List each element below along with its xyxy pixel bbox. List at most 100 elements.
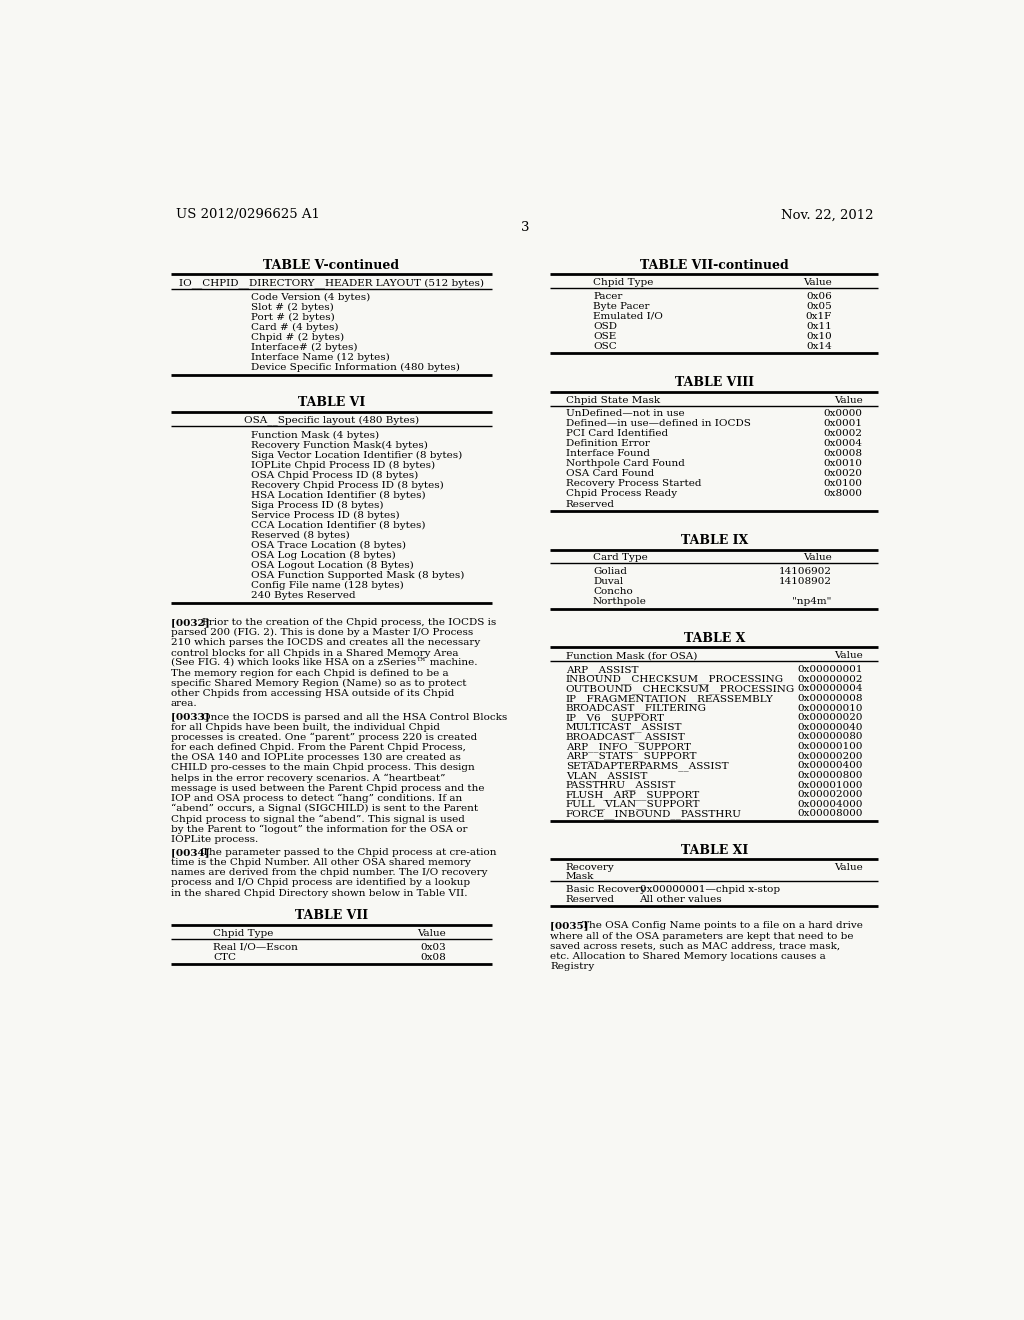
Text: Port # (2 bytes): Port # (2 bytes) (251, 313, 335, 322)
Text: 0x00000008: 0x00000008 (798, 694, 862, 704)
Text: [0034]: [0034] (171, 847, 220, 857)
Text: IOPLite process.: IOPLite process. (171, 834, 258, 843)
Text: ARP__STATS__SUPPORT: ARP__STATS__SUPPORT (566, 751, 696, 762)
Text: CCA Location Identifier (8 bytes): CCA Location Identifier (8 bytes) (251, 521, 426, 531)
Text: Northpole Card Found: Northpole Card Found (566, 459, 685, 469)
Text: etc. Allocation to Shared Memory locations causes a: etc. Allocation to Shared Memory locatio… (550, 952, 826, 961)
Text: 0x00000001—chpid x-stop: 0x00000001—chpid x-stop (640, 884, 779, 894)
Text: Value: Value (803, 277, 831, 286)
Text: area.: area. (171, 700, 198, 709)
Text: CTC: CTC (213, 953, 237, 961)
Text: OUTBOUND__CHECKSUM__PROCESSING: OUTBOUND__CHECKSUM__PROCESSING (566, 684, 795, 694)
Text: 0x05: 0x05 (806, 302, 831, 310)
Text: 0x00008000: 0x00008000 (798, 809, 862, 818)
Text: TABLE V-continued: TABLE V-continued (263, 259, 399, 272)
Text: 210 which parses the IOCDS and creates all the necessary: 210 which parses the IOCDS and creates a… (171, 639, 480, 647)
Text: 0x00000400: 0x00000400 (798, 762, 862, 771)
Text: the OSA 140 and IOPLite processes 130 are created as: the OSA 140 and IOPLite processes 130 ar… (171, 754, 461, 763)
Text: 14108902: 14108902 (778, 577, 831, 586)
Text: Duval: Duval (593, 577, 624, 586)
Text: Siga Process ID (8 bytes): Siga Process ID (8 bytes) (251, 502, 384, 510)
Text: Service Process ID (8 bytes): Service Process ID (8 bytes) (251, 511, 399, 520)
Text: Goliad: Goliad (593, 568, 627, 577)
Text: All other values: All other values (640, 895, 722, 903)
Text: Recovery Process Started: Recovery Process Started (566, 479, 701, 488)
Text: Config File name (128 bytes): Config File name (128 bytes) (251, 581, 403, 590)
Text: Device Specific Information (480 bytes): Device Specific Information (480 bytes) (251, 363, 460, 372)
Text: Slot # (2 bytes): Slot # (2 bytes) (251, 304, 334, 313)
Text: MULTICAST__ASSIST: MULTICAST__ASSIST (566, 723, 682, 733)
Text: TABLE VII-continued: TABLE VII-continued (640, 259, 788, 272)
Text: Recovery Chpid Process ID (8 bytes): Recovery Chpid Process ID (8 bytes) (251, 480, 443, 490)
Text: TABLE VII: TABLE VII (295, 909, 368, 923)
Text: for all Chpids have been built, the individual Chpid: for all Chpids have been built, the indi… (171, 723, 439, 731)
Text: 0x11: 0x11 (806, 322, 831, 330)
Text: Chpid process to signal the “abend”. This signal is used: Chpid process to signal the “abend”. Thi… (171, 814, 465, 824)
Text: [0035]: [0035] (550, 921, 600, 931)
Text: 0x00001000: 0x00001000 (798, 780, 862, 789)
Text: Code Version (4 bytes): Code Version (4 bytes) (251, 293, 371, 302)
Text: FORCE__INBOUND__PASSTHRU: FORCE__INBOUND__PASSTHRU (566, 809, 741, 820)
Text: SETADAPTERPARMS__ASSIST: SETADAPTERPARMS__ASSIST (566, 762, 728, 771)
Text: TABLE XI: TABLE XI (681, 843, 748, 857)
Text: Chpid Process Ready: Chpid Process Ready (566, 490, 677, 499)
Text: time is the Chpid Number. All other OSA shared memory: time is the Chpid Number. All other OSA … (171, 858, 470, 867)
Text: 0x0008: 0x0008 (823, 449, 862, 458)
Text: 0x00000080: 0x00000080 (798, 733, 862, 742)
Text: Concho: Concho (593, 587, 633, 597)
Text: 0x8000: 0x8000 (823, 490, 862, 499)
Text: 0x00000040: 0x00000040 (798, 723, 862, 731)
Text: Definition Error: Definition Error (566, 440, 650, 449)
Text: Northpole: Northpole (593, 598, 647, 606)
Text: processes is created. One “parent” process 220 is created: processes is created. One “parent” proce… (171, 733, 477, 742)
Text: 240 Bytes Reserved: 240 Bytes Reserved (251, 591, 355, 601)
Text: OSA Trace Location (8 bytes): OSA Trace Location (8 bytes) (251, 541, 407, 550)
Text: OSA Chpid Process ID (8 bytes): OSA Chpid Process ID (8 bytes) (251, 471, 418, 480)
Text: 0x00004000: 0x00004000 (798, 800, 862, 809)
Text: 0x0000: 0x0000 (823, 409, 862, 418)
Text: 0x0002: 0x0002 (823, 429, 862, 438)
Text: VLAN__ASSIST: VLAN__ASSIST (566, 771, 647, 780)
Text: TABLE VI: TABLE VI (298, 396, 366, 409)
Text: in the shared Chpid Directory shown below in Table VII.: in the shared Chpid Directory shown belo… (171, 888, 467, 898)
Text: 0x00000004: 0x00000004 (798, 684, 862, 693)
Text: Nov. 22, 2012: Nov. 22, 2012 (781, 209, 873, 222)
Text: 14106902: 14106902 (778, 568, 831, 577)
Text: 0x14: 0x14 (806, 342, 831, 351)
Text: Interface Found: Interface Found (566, 449, 650, 458)
Text: ARP__ASSIST: ARP__ASSIST (566, 665, 638, 675)
Text: 0x00000020: 0x00000020 (798, 713, 862, 722)
Text: Prior to the creation of the Chpid process, the IOCDS is: Prior to the creation of the Chpid proce… (202, 618, 497, 627)
Text: BROADCAST__ASSIST: BROADCAST__ASSIST (566, 733, 686, 742)
Text: 0x00000010: 0x00000010 (798, 704, 862, 713)
Text: Once the IOCDS is parsed and all the HSA Control Blocks: Once the IOCDS is parsed and all the HSA… (202, 713, 507, 722)
Text: Recovery Function Mask(4 bytes): Recovery Function Mask(4 bytes) (251, 441, 428, 450)
Text: OSE: OSE (593, 331, 616, 341)
Text: "np4m": "np4m" (793, 598, 831, 606)
Text: control blocks for all Chpids in a Shared Memory Area: control blocks for all Chpids in a Share… (171, 648, 458, 657)
Text: IOP and OSA process to detect “hang” conditions. If an: IOP and OSA process to detect “hang” con… (171, 793, 462, 804)
Text: IP__V6__SUPPORT: IP__V6__SUPPORT (566, 713, 665, 723)
Text: Recovery: Recovery (566, 863, 614, 873)
Text: Value: Value (834, 863, 862, 873)
Text: 0x06: 0x06 (806, 292, 831, 301)
Text: OSC: OSC (593, 342, 616, 351)
Text: Function Mask (4 bytes): Function Mask (4 bytes) (251, 430, 379, 440)
Text: The memory region for each Chpid is defined to be a: The memory region for each Chpid is defi… (171, 669, 449, 678)
Text: 0x0001: 0x0001 (823, 420, 862, 429)
Text: HSA Location Identifier (8 bytes): HSA Location Identifier (8 bytes) (251, 491, 426, 500)
Text: TABLE X: TABLE X (684, 632, 745, 645)
Text: 0x00000002: 0x00000002 (798, 675, 862, 684)
Text: 3: 3 (520, 220, 529, 234)
Text: CHILD pro-cesses to the main Chpid process. This design: CHILD pro-cesses to the main Chpid proce… (171, 763, 474, 772)
Text: PASSTHRU__ASSIST: PASSTHRU__ASSIST (566, 780, 676, 791)
Text: Mask: Mask (566, 873, 594, 882)
Text: 0x0010: 0x0010 (823, 459, 862, 469)
Text: 0x00000800: 0x00000800 (798, 771, 862, 780)
Text: IO__CHPID__DIRECTORY__HEADER LAYOUT (512 bytes): IO__CHPID__DIRECTORY__HEADER LAYOUT (512… (179, 277, 484, 288)
Text: 0x00000001: 0x00000001 (798, 665, 862, 675)
Text: [0032]: [0032] (171, 618, 220, 627)
Text: Value: Value (834, 396, 862, 404)
Text: “abend” occurs, a Signal (SIGCHILD) is sent to the Parent: “abend” occurs, a Signal (SIGCHILD) is s… (171, 804, 478, 813)
Text: saved across resets, such as MAC address, trace mask,: saved across resets, such as MAC address… (550, 941, 841, 950)
